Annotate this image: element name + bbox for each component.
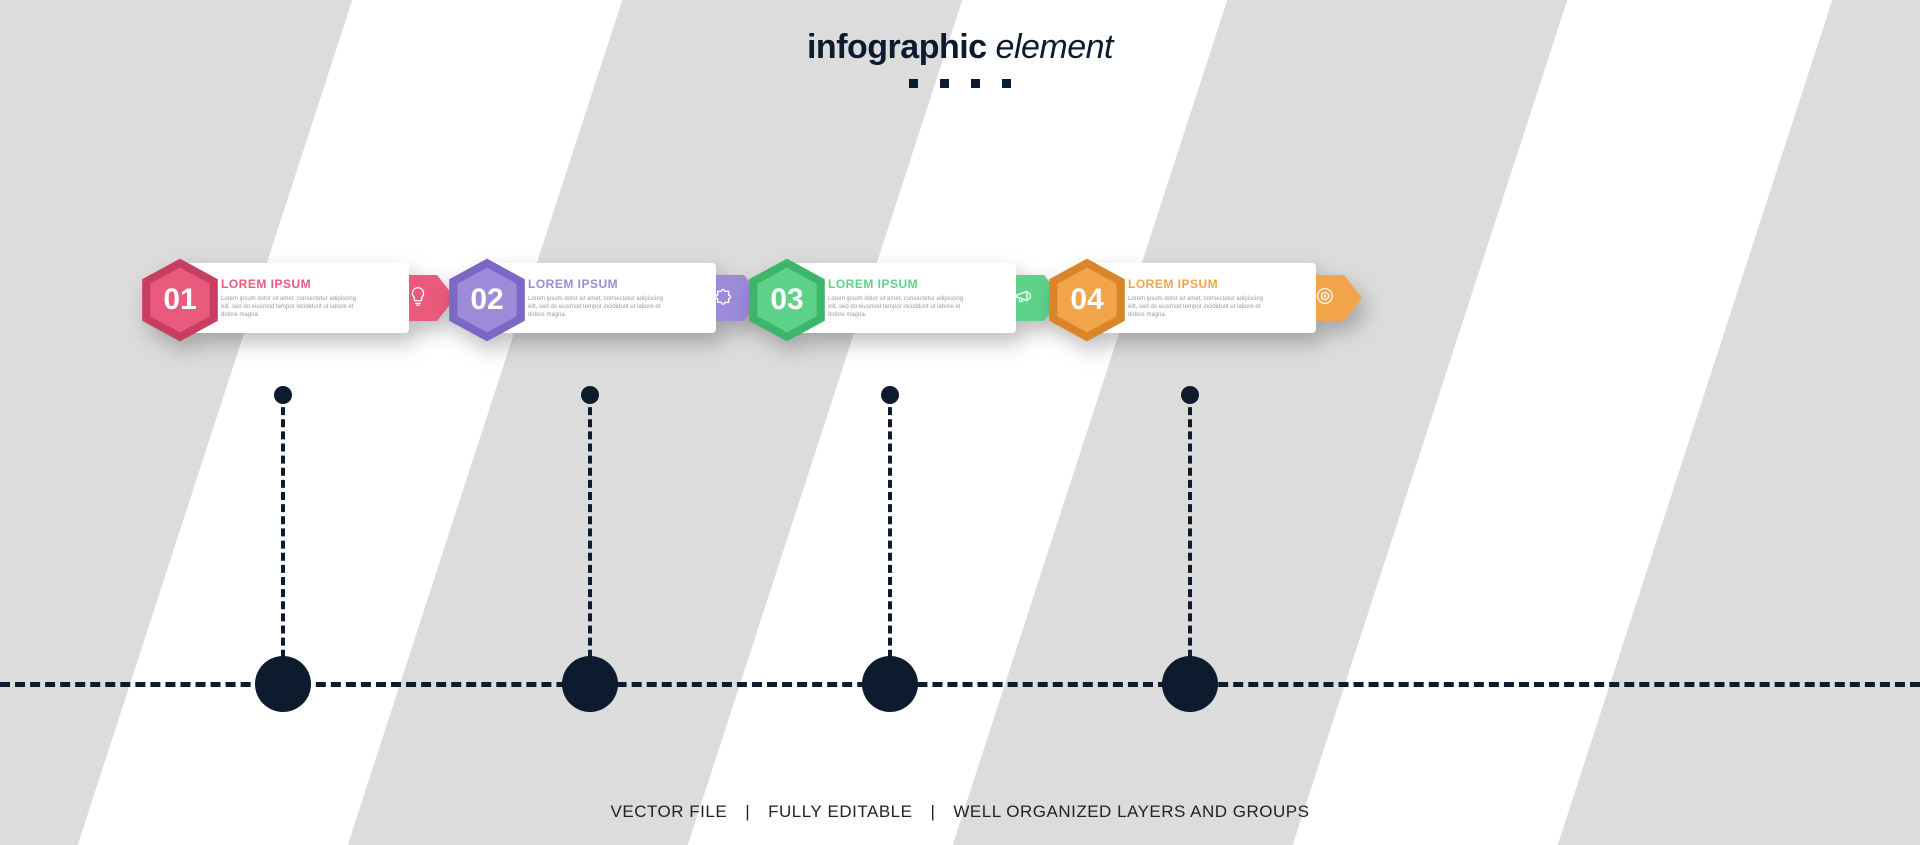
timeline-node-small bbox=[1181, 386, 1199, 404]
timeline-node-small bbox=[274, 386, 292, 404]
footer-light: FILE bbox=[689, 802, 727, 821]
step-heading: LOREM IPSUM bbox=[828, 277, 964, 291]
timeline-node-small bbox=[881, 386, 899, 404]
bg-stripe bbox=[953, 0, 1568, 845]
footer-strong: VECTOR bbox=[611, 802, 685, 821]
timeline-vertical bbox=[281, 395, 285, 682]
bg-stripe bbox=[348, 0, 963, 845]
bg-stripe bbox=[0, 0, 352, 845]
title-dots bbox=[0, 79, 1920, 88]
step-hexagon: 04 bbox=[1042, 255, 1132, 345]
megaphone-icon bbox=[1014, 285, 1036, 312]
step-hexagon: 03 bbox=[742, 255, 832, 345]
step-number: 04 bbox=[1042, 255, 1132, 345]
title-dot bbox=[940, 79, 949, 88]
footer: VECTOR FILE | FULLY EDITABLE | WELL ORGANIZE… bbox=[0, 802, 1920, 822]
step-hexagon: 02 bbox=[442, 255, 532, 345]
step-desc: Lorem ipsum dolor sit amet, consectetur … bbox=[1128, 295, 1264, 319]
bg-stripe bbox=[1558, 0, 1920, 845]
footer-separator: | bbox=[930, 802, 935, 821]
footer-strong: WELL ORGANIZED bbox=[953, 802, 1111, 821]
step-heading: LOREM IPSUM bbox=[221, 277, 357, 291]
step-number: 02 bbox=[442, 255, 532, 345]
step-hexagon: 01 bbox=[135, 255, 225, 345]
timeline-vertical bbox=[1188, 395, 1192, 682]
step-desc: Lorem ipsum dolor sit amet, consectetur … bbox=[221, 295, 357, 319]
timeline-node-big bbox=[255, 656, 311, 712]
step-number: 03 bbox=[742, 255, 832, 345]
footer-light: EDITABLE bbox=[828, 802, 913, 821]
timeline-node-big bbox=[862, 656, 918, 712]
page-title: infographic element bbox=[0, 28, 1920, 67]
step-heading: LOREM IPSUM bbox=[528, 277, 664, 291]
footer-light: LAYERS AND GROUPS bbox=[1117, 802, 1309, 821]
footer-separator: | bbox=[745, 802, 750, 821]
step-arrow-tip bbox=[1344, 275, 1362, 321]
timeline-vertical bbox=[888, 395, 892, 682]
lightbulb-icon bbox=[407, 285, 429, 312]
title-dot bbox=[971, 79, 980, 88]
step-card: LOREM IPSUM Lorem ipsum dolor sit amet, … bbox=[442, 257, 762, 343]
step-card: LOREM IPSUM Lorem ipsum dolor sit amet, … bbox=[742, 257, 1062, 343]
target-icon bbox=[1314, 285, 1336, 312]
title-bold: infographic bbox=[807, 28, 987, 66]
title-italic: element bbox=[996, 28, 1113, 66]
step-card: LOREM IPSUM Lorem ipsum dolor sit amet, … bbox=[135, 257, 455, 343]
timeline-node-big bbox=[1162, 656, 1218, 712]
header: infographic element bbox=[0, 28, 1920, 88]
timeline-node-big bbox=[562, 656, 618, 712]
step-number: 01 bbox=[135, 255, 225, 345]
puzzle-icon bbox=[714, 285, 736, 312]
title-dot bbox=[909, 79, 918, 88]
timeline-vertical bbox=[588, 395, 592, 682]
step-heading: LOREM IPSUM bbox=[1128, 277, 1264, 291]
timeline-node-small bbox=[581, 386, 599, 404]
step-desc: Lorem ipsum dolor sit amet, consectetur … bbox=[828, 295, 964, 319]
step-card: LOREM IPSUM Lorem ipsum dolor sit amet, … bbox=[1042, 257, 1362, 343]
footer-strong: FULLY bbox=[768, 802, 822, 821]
title-dot bbox=[1002, 79, 1011, 88]
step-desc: Lorem ipsum dolor sit amet, consectetur … bbox=[528, 295, 664, 319]
